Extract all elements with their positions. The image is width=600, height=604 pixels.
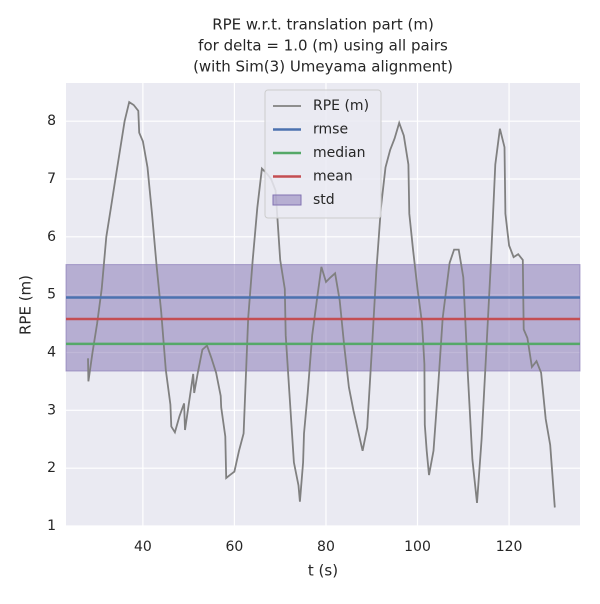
y-axis-label: RPE (m) — [17, 275, 35, 335]
legend-label: RPE (m) — [313, 98, 369, 114]
rpe-line — [87, 100, 556, 508]
x-axis-label: t (s) — [308, 562, 338, 580]
x-tick-label: 120 — [496, 539, 523, 555]
legend: RPE (m) rmse median mean std — [264, 89, 382, 219]
legend-label: mean — [313, 169, 353, 185]
legend-label: std — [313, 192, 335, 208]
y-tick-label: 8 — [47, 113, 56, 129]
y-tick-label: 4 — [47, 345, 56, 361]
legend-label: median — [313, 145, 365, 161]
legend-swatch — [272, 194, 302, 206]
chart-title: for delta = 1.0 (m) using all pairs — [198, 37, 448, 55]
y-tick-label: 5 — [47, 287, 56, 303]
y-tick-label: 7 — [47, 171, 56, 187]
x-tick-label: 60 — [226, 539, 244, 555]
y-tick-label: 1 — [47, 518, 56, 534]
x-tick-label: 40 — [134, 539, 152, 555]
x-tick-label: 100 — [404, 539, 431, 555]
x-tick-label: 80 — [317, 539, 335, 555]
y-tick-label: 6 — [47, 229, 56, 245]
y-tick-label: 3 — [47, 402, 56, 418]
chart-title: RPE w.r.t. translation part (m) — [212, 16, 434, 34]
legend-box — [264, 89, 382, 219]
y-tick-label: 2 — [47, 460, 56, 476]
chart-title: (with Sim(3) Umeyama alignment) — [193, 58, 453, 76]
legend-label: rmse — [313, 122, 348, 138]
